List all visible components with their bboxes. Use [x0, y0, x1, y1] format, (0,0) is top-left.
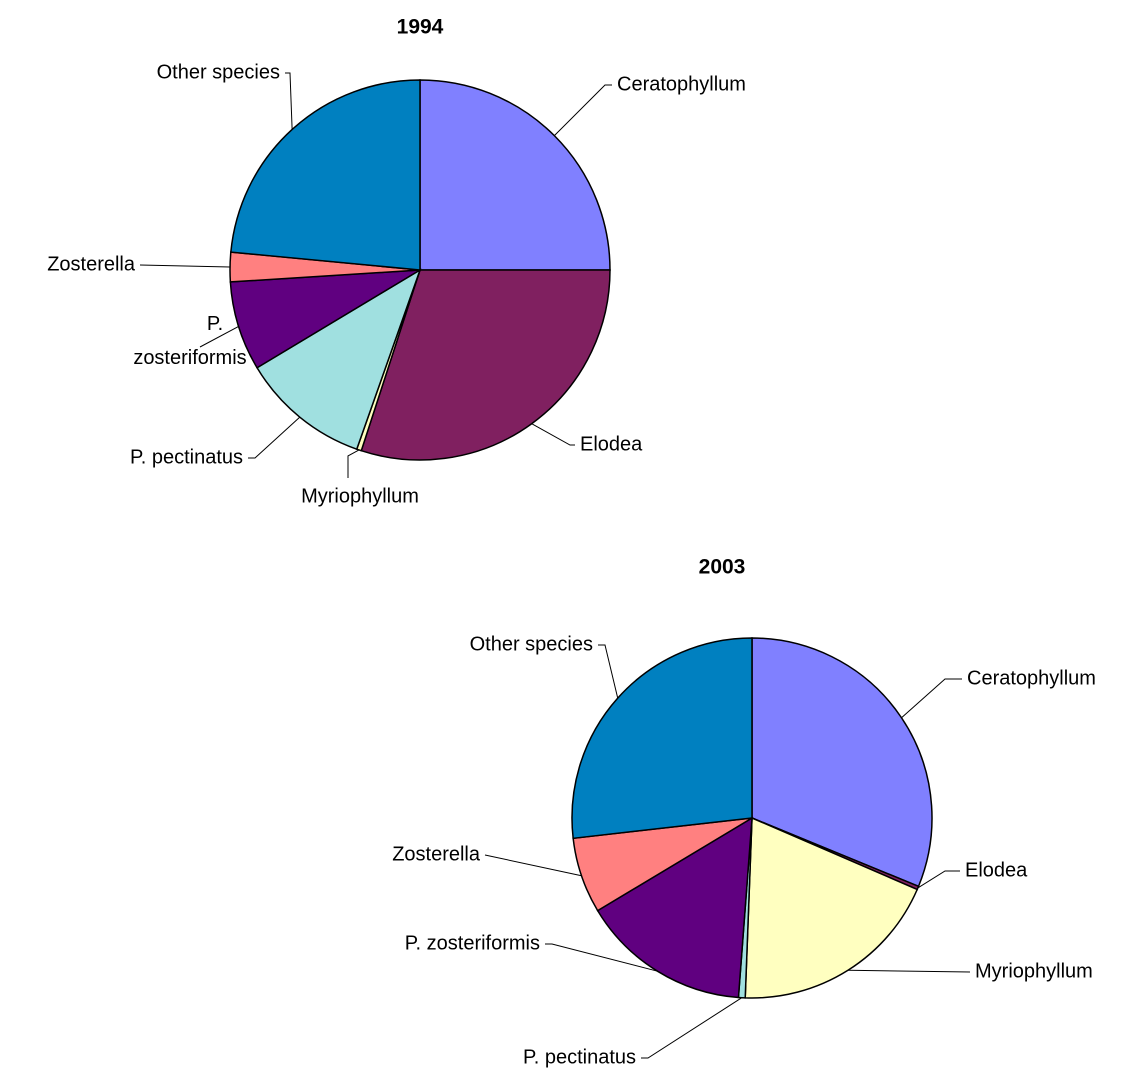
leader-line	[248, 416, 301, 459]
slice-label: Other species	[157, 61, 280, 83]
slice-label: Other species	[470, 633, 593, 655]
slice-label: Ceratophyllum	[617, 73, 746, 95]
slice-label: Myriophyllum	[975, 960, 1093, 982]
slice-label: P. pectinatus	[130, 446, 243, 468]
slice-label: Elodea	[965, 859, 1028, 881]
slice-label: Ceratophyllum	[967, 667, 1096, 689]
leader-line	[199, 325, 239, 348]
pie-slice	[230, 79, 421, 271]
pie-slice	[571, 637, 753, 840]
slice-label: P. zosteriformis	[405, 932, 540, 954]
slice-label: Myriophyllum	[301, 485, 419, 507]
chart-title: 2003	[699, 556, 746, 579]
slice-label: P. zosteriformis	[133, 313, 246, 369]
leader-line	[553, 84, 612, 137]
leader-line	[484, 854, 582, 877]
pie-slice	[256, 268, 422, 451]
slice-label: Zosterella	[392, 843, 481, 865]
leader-line	[347, 449, 360, 478]
leader-line	[598, 644, 619, 699]
leader-line	[285, 72, 293, 130]
chart-title: 1994	[397, 16, 444, 39]
leader-line	[139, 264, 231, 268]
leader-line	[901, 678, 962, 719]
slice-label: P. pectinatus	[523, 1046, 636, 1068]
slice-label: Elodea	[580, 433, 643, 455]
leader-line	[917, 870, 960, 889]
leader-line	[545, 943, 658, 972]
slice-label: Zosterella	[47, 253, 136, 275]
leader-line	[641, 997, 743, 1059]
leader-line	[847, 969, 971, 973]
leader-line	[531, 423, 575, 446]
